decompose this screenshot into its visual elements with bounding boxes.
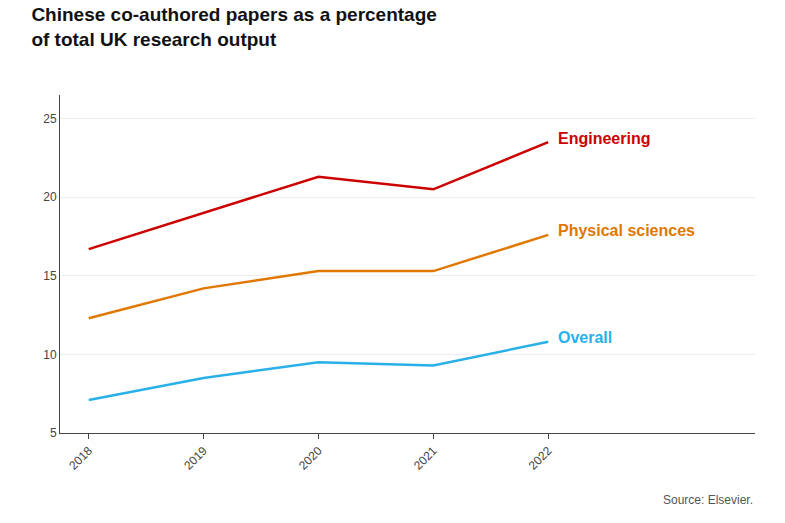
svg-text:20: 20 [43, 190, 57, 204]
svg-text:15: 15 [43, 269, 57, 283]
svg-text:Source: Elsevier.: Source: Elsevier. [663, 493, 753, 507]
svg-text:10: 10 [43, 348, 57, 362]
svg-text:2022: 2022 [526, 444, 555, 473]
svg-text:2018: 2018 [66, 444, 95, 473]
svg-text:2019: 2019 [181, 444, 210, 473]
svg-text:25: 25 [43, 112, 57, 126]
svg-text:2021: 2021 [411, 444, 440, 473]
svg-text:Engineering: Engineering [558, 130, 650, 147]
svg-text:Physical sciences: Physical sciences [558, 222, 695, 239]
svg-text:2020: 2020 [296, 444, 325, 473]
svg-text:Chinese co-authored papers as: Chinese co-authored papers as a percenta… [31, 4, 436, 50]
svg-text:5: 5 [50, 426, 57, 440]
svg-text:Overall: Overall [558, 329, 612, 346]
